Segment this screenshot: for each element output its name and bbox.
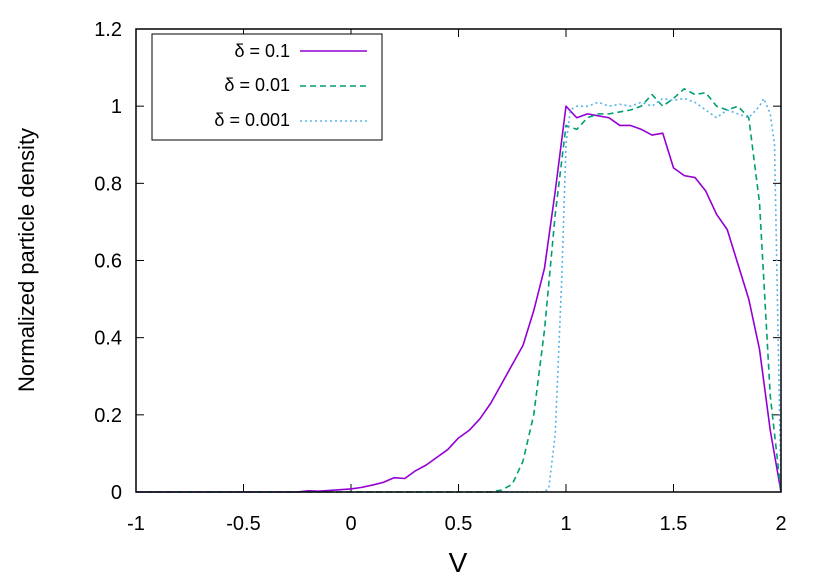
y-tick-label: 0.2 — [94, 405, 122, 427]
x-axis-title: V — [449, 547, 468, 578]
y-tick-label: 1 — [111, 96, 122, 118]
y-tick-label: 0.4 — [94, 328, 122, 350]
x-tick-label: 0 — [345, 513, 356, 535]
legend-label-3: δ = 0.001 — [214, 110, 290, 130]
legend: δ = 0.1 δ = 0.01 δ = 0.001 — [151, 33, 383, 141]
y-tick-label: 1.2 — [94, 19, 122, 41]
y-axis-title: Normalized particle density — [14, 128, 39, 392]
series-line-2 — [136, 88, 782, 493]
x-tick-label: -1 — [127, 513, 145, 535]
x-tick-labels: -1 -0.5 0 0.5 1 1.5 2 — [127, 513, 786, 535]
series-layer — [136, 88, 782, 493]
legend-label-2: δ = 0.01 — [224, 75, 290, 95]
series-line-3 — [136, 97, 782, 493]
x-tick-label: 1 — [560, 513, 571, 535]
series-line-1 — [136, 105, 782, 493]
x-tick-label: 1.5 — [660, 513, 688, 535]
x-tick-label: 2 — [775, 513, 786, 535]
plot-frame — [135, 28, 782, 493]
legend-label-1: δ = 0.1 — [234, 41, 290, 61]
x-tick-label: 0.5 — [445, 513, 473, 535]
x-tick-label: -0.5 — [226, 513, 260, 535]
y-tick-label: 0 — [111, 482, 122, 504]
y-tick-labels: 0 0.2 0.4 0.6 0.8 1 1.2 — [94, 19, 122, 504]
y-tick-label: 0.8 — [94, 173, 122, 195]
y-tick-label: 0.6 — [94, 251, 122, 273]
